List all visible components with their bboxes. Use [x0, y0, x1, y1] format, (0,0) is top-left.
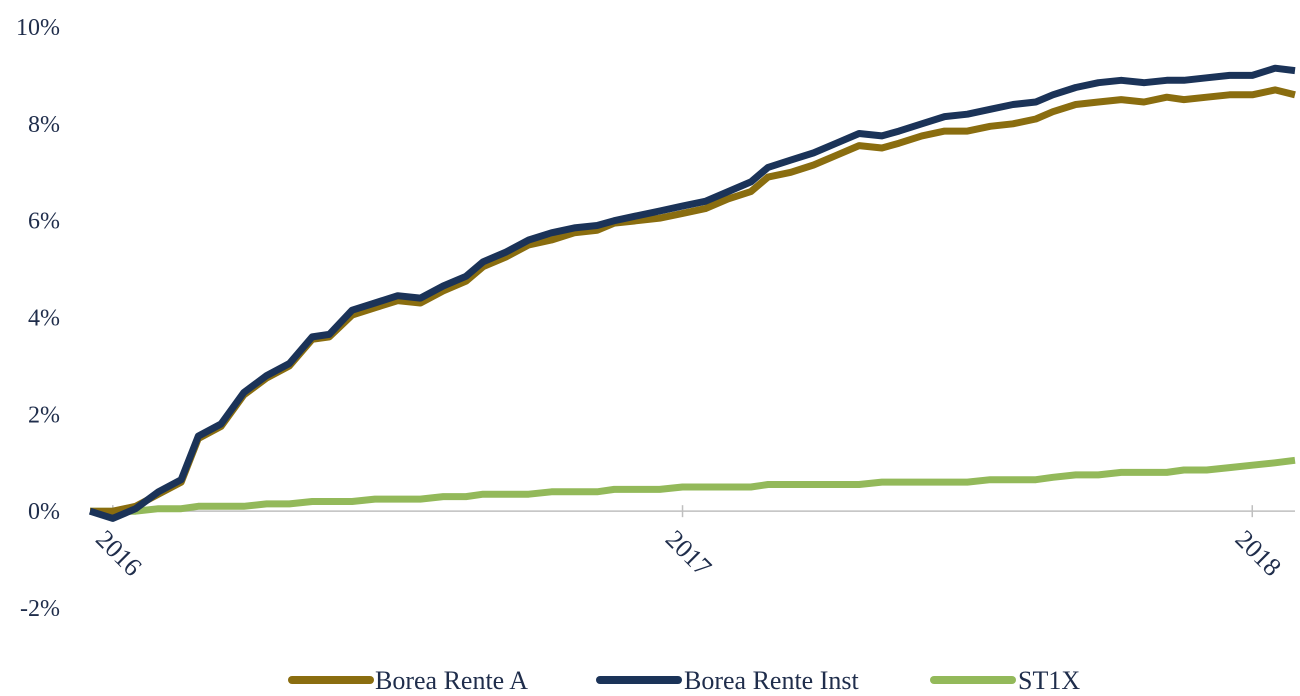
y-tick-label: 0% [28, 499, 60, 525]
series-lines [88, 64, 1296, 522]
x-tick-label: 2017 [660, 525, 717, 582]
series-line-st1x [90, 456, 1296, 515]
y-tick-label: -2% [20, 596, 60, 622]
legend: Borea Rente A Borea Rente Inst ST1X [288, 666, 1080, 695]
tick-labels: 10% 8% 6% 4% 2% 0% -2% 2016 2017 2018 [16, 15, 1287, 622]
series-line-borea-rente-a [90, 86, 1296, 515]
y-tick-label: 10% [16, 15, 60, 41]
y-tick-label: 2% [28, 402, 60, 428]
legend-label: Borea Rente Inst [684, 666, 860, 695]
y-tick-label: 6% [28, 209, 60, 235]
y-tick-label: 4% [28, 306, 60, 332]
x-tick-label: 2016 [90, 525, 147, 582]
y-tick-label: 8% [28, 112, 60, 138]
legend-label: ST1X [1018, 666, 1080, 695]
series-line-borea-rente-inst [88, 64, 1296, 522]
legend-label: Borea Rente A [375, 666, 528, 695]
x-tick-label: 2018 [1230, 525, 1287, 582]
